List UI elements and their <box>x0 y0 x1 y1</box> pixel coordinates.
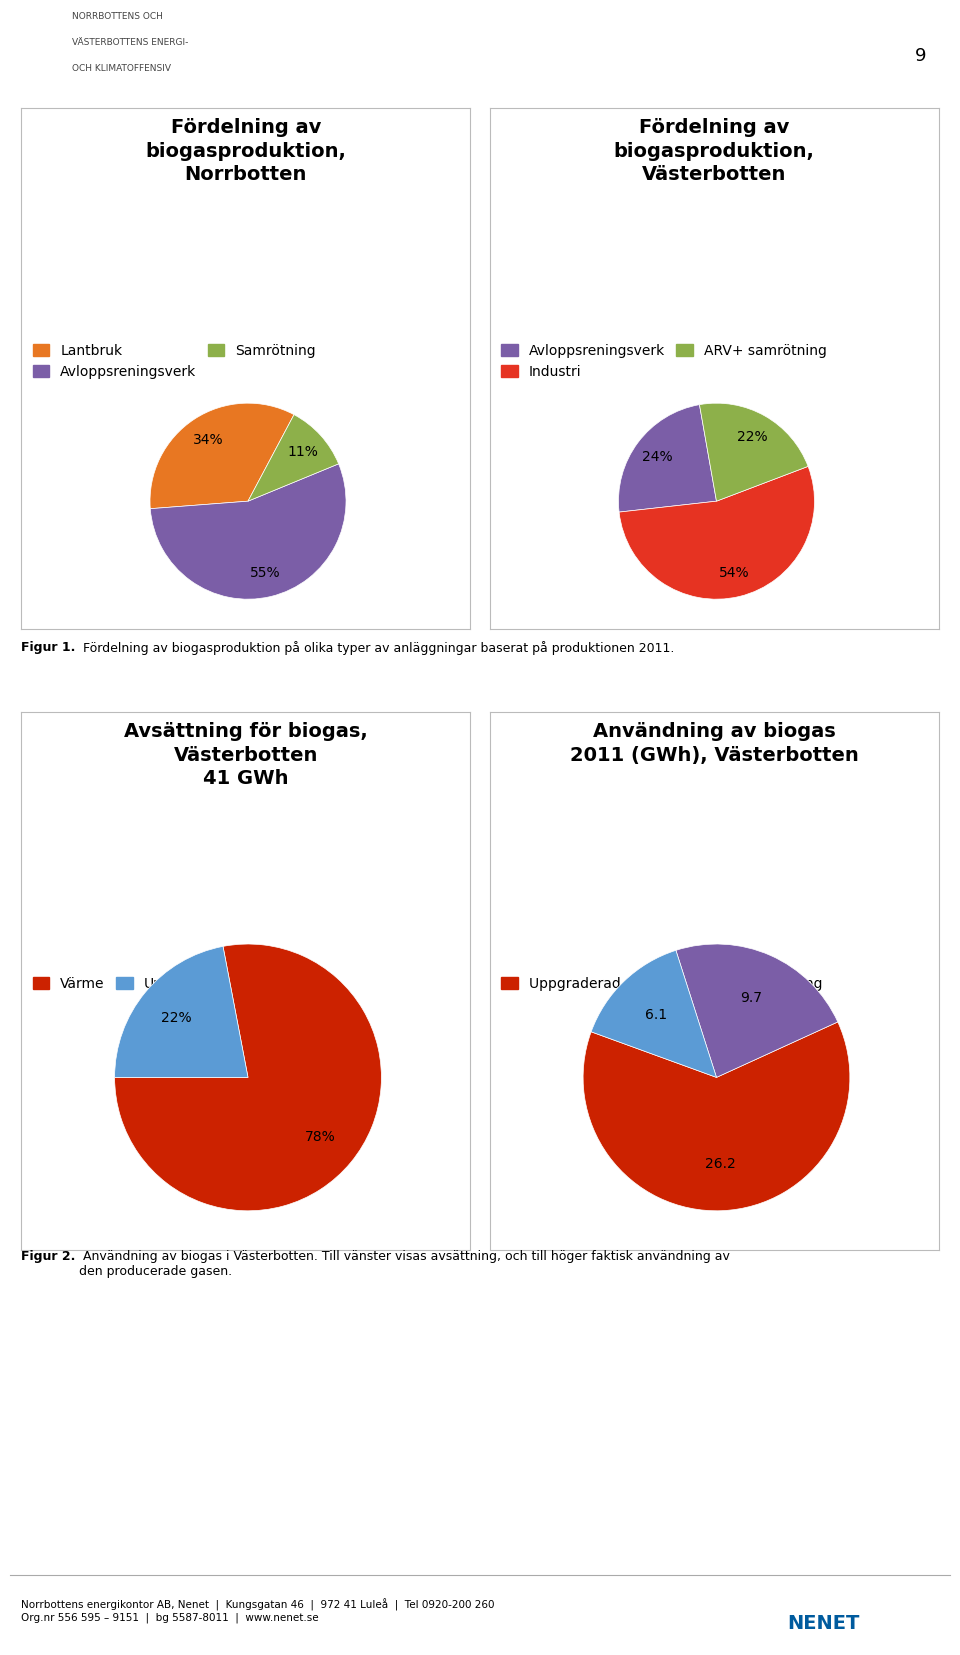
Text: 34%: 34% <box>192 432 223 447</box>
Text: Avsättning för biogas,
Västerbotten
41 GWh: Avsättning för biogas, Västerbotten 41 G… <box>124 722 368 788</box>
Wedge shape <box>114 947 248 1077</box>
Text: Fördelning av
biogasproduktion,
Norrbotten: Fördelning av biogasproduktion, Norrbott… <box>145 118 347 184</box>
Text: Fördelning av biogasproduktion på olika typer av anläggningar baserat på produkt: Fördelning av biogasproduktion på olika … <box>79 642 675 655</box>
Text: 24%: 24% <box>642 450 673 463</box>
Wedge shape <box>248 415 339 501</box>
Text: 6.1: 6.1 <box>645 1008 667 1021</box>
Wedge shape <box>151 463 346 599</box>
Legend: Uppgraderad gas, Värme, Fackling: Uppgraderad gas, Värme, Fackling <box>501 976 823 991</box>
Legend: Lantbruk, Avloppsreningsverk, Samrötning: Lantbruk, Avloppsreningsverk, Samrötning <box>33 344 316 379</box>
Text: Norrbottens energikontor AB, Nenet  |  Kungsgatan 46  |  972 41 Luleå  |  Tel 09: Norrbottens energikontor AB, Nenet | Kun… <box>21 1599 494 1624</box>
Text: 11%: 11% <box>287 445 318 458</box>
Text: 55%: 55% <box>250 566 280 579</box>
Text: 78%: 78% <box>304 1130 335 1144</box>
Wedge shape <box>619 467 814 599</box>
Legend: Värme, Uppgradering: Värme, Uppgradering <box>33 976 239 991</box>
Text: 22%: 22% <box>160 1011 191 1024</box>
Wedge shape <box>676 943 838 1077</box>
Text: NENET: NENET <box>787 1614 859 1632</box>
Text: Fördelning av
biogasproduktion,
Västerbotten: Fördelning av biogasproduktion, Västerbo… <box>613 118 815 184</box>
Text: 54%: 54% <box>718 566 749 579</box>
Text: Figur 2.: Figur 2. <box>21 1250 76 1263</box>
Legend: Avloppsreningsverk, Industri, ARV+ samrötning: Avloppsreningsverk, Industri, ARV+ samrö… <box>501 344 827 379</box>
Text: Figur 1.: Figur 1. <box>21 642 76 654</box>
Wedge shape <box>150 404 294 508</box>
Text: OCH KLIMATOFFENSIV: OCH KLIMATOFFENSIV <box>72 63 171 73</box>
Wedge shape <box>583 1021 850 1211</box>
Wedge shape <box>591 950 716 1077</box>
Text: Användning av biogas
2011 (GWh), Västerbotten: Användning av biogas 2011 (GWh), Västerb… <box>570 722 858 765</box>
Wedge shape <box>114 943 381 1211</box>
Text: Användning av biogas i Västerbotten. Till vänster visas avsättning, och till hög: Användning av biogas i Västerbotten. Til… <box>79 1250 730 1278</box>
Text: 22%: 22% <box>737 430 768 444</box>
Text: NORRBOTTENS OCH: NORRBOTTENS OCH <box>72 12 163 22</box>
Text: 26.2: 26.2 <box>705 1157 735 1172</box>
Text: 9.7: 9.7 <box>740 991 762 1005</box>
Text: 9: 9 <box>915 46 926 65</box>
Wedge shape <box>700 404 808 501</box>
Text: VÄSTERBOTTENS ENERGI-: VÄSTERBOTTENS ENERGI- <box>72 38 188 46</box>
Wedge shape <box>618 405 716 511</box>
